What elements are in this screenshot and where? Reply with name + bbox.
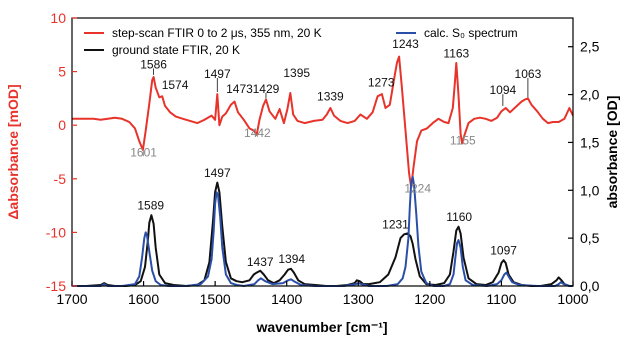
peak-label-1395: 1395 <box>283 66 310 80</box>
y-left-tick-label: -10 <box>46 224 66 240</box>
peak-label-1163: 1163 <box>443 47 469 61</box>
x-tick-label: 1100 <box>486 291 516 307</box>
peak-label-1473: 1473 <box>226 82 253 96</box>
peak-label-1063: 1063 <box>515 67 542 81</box>
peak-label-1231: 1231 <box>382 218 409 232</box>
y-right-tick-label: 0,5 <box>580 230 600 246</box>
peak-label-1429: 1429 <box>253 82 280 96</box>
peak-label-1155: 1155 <box>450 133 476 147</box>
peak-label-1339: 1339 <box>317 90 344 104</box>
peak-label-1094: 1094 <box>490 83 517 97</box>
y-axis-left-title: Δabsorbance [mOD] <box>5 84 21 219</box>
peak-label-1243: 1243 <box>392 37 419 51</box>
x-tick-label: 1600 <box>128 291 159 307</box>
y-right-tick-label: 2,5 <box>580 39 600 55</box>
y-left-tick-label: 5 <box>58 64 66 80</box>
peak-label-1394: 1394 <box>278 252 305 266</box>
peak-label-1224: 1224 <box>404 182 431 196</box>
peak-label-1574: 1574 <box>162 78 189 92</box>
series-line-calc-s-spectrum <box>72 175 573 287</box>
legend: step-scan FTIR 0 to 2 μs, 355 nm, 20 K g… <box>84 26 518 57</box>
x-axis-title: wavenumber [cm⁻¹] <box>255 319 387 335</box>
y-right-tick-label: 1,0 <box>580 182 600 198</box>
y-axis-right-title: absorbance [OD] <box>604 96 620 209</box>
peak-label-1497: 1497 <box>204 67 231 81</box>
y-right-tick-label: 2,0 <box>580 87 600 103</box>
peak-label-1160: 1160 <box>446 210 472 224</box>
x-tick-label: 1400 <box>271 291 302 307</box>
x-tick-label: 1500 <box>200 291 231 307</box>
legend-label-calc-s0: calc. S₀ spectrum <box>424 26 518 40</box>
x-tick-label: 1200 <box>414 291 445 307</box>
peak-label-1589: 1589 <box>137 198 164 212</box>
legend-label-step-scan: step-scan FTIR 0 to 2 μs, 355 nm, 20 K <box>112 26 322 40</box>
peak-label-1497: 1497 <box>204 166 231 180</box>
y-right-tick-label: 1,5 <box>580 134 600 150</box>
peak-label-1097: 1097 <box>490 243 517 257</box>
y-left-tick-label: 10 <box>50 10 66 26</box>
plot-frame <box>71 17 574 287</box>
series-line-step-scan-ftir-0-to-2-s-355-nm-20-k <box>72 55 574 189</box>
peak-label-1442: 1442 <box>244 126 271 140</box>
peak-label-1601: 1601 <box>130 145 157 159</box>
y-right-tick-label: 0,0 <box>580 278 600 294</box>
y-left-tick-label: 0 <box>58 117 66 133</box>
axes-layer: 1700 1600 1500 1400 1300 1200 1100 1000 10 5 0 -5 -1… <box>46 10 600 307</box>
legend-label-ground-state: ground state FTIR, 20 K <box>112 43 240 57</box>
x-tick-label: 1300 <box>343 291 374 307</box>
x-tick-label: 1000 <box>557 291 588 307</box>
x-tick-label: 1700 <box>56 291 87 307</box>
peak-label-1437: 1437 <box>247 255 274 269</box>
peak-label-1273: 1273 <box>368 76 395 90</box>
y-left-tick-label: -15 <box>46 278 66 294</box>
y-left-tick-label: -5 <box>54 171 67 187</box>
peak-label-1586: 1586 <box>140 57 167 71</box>
